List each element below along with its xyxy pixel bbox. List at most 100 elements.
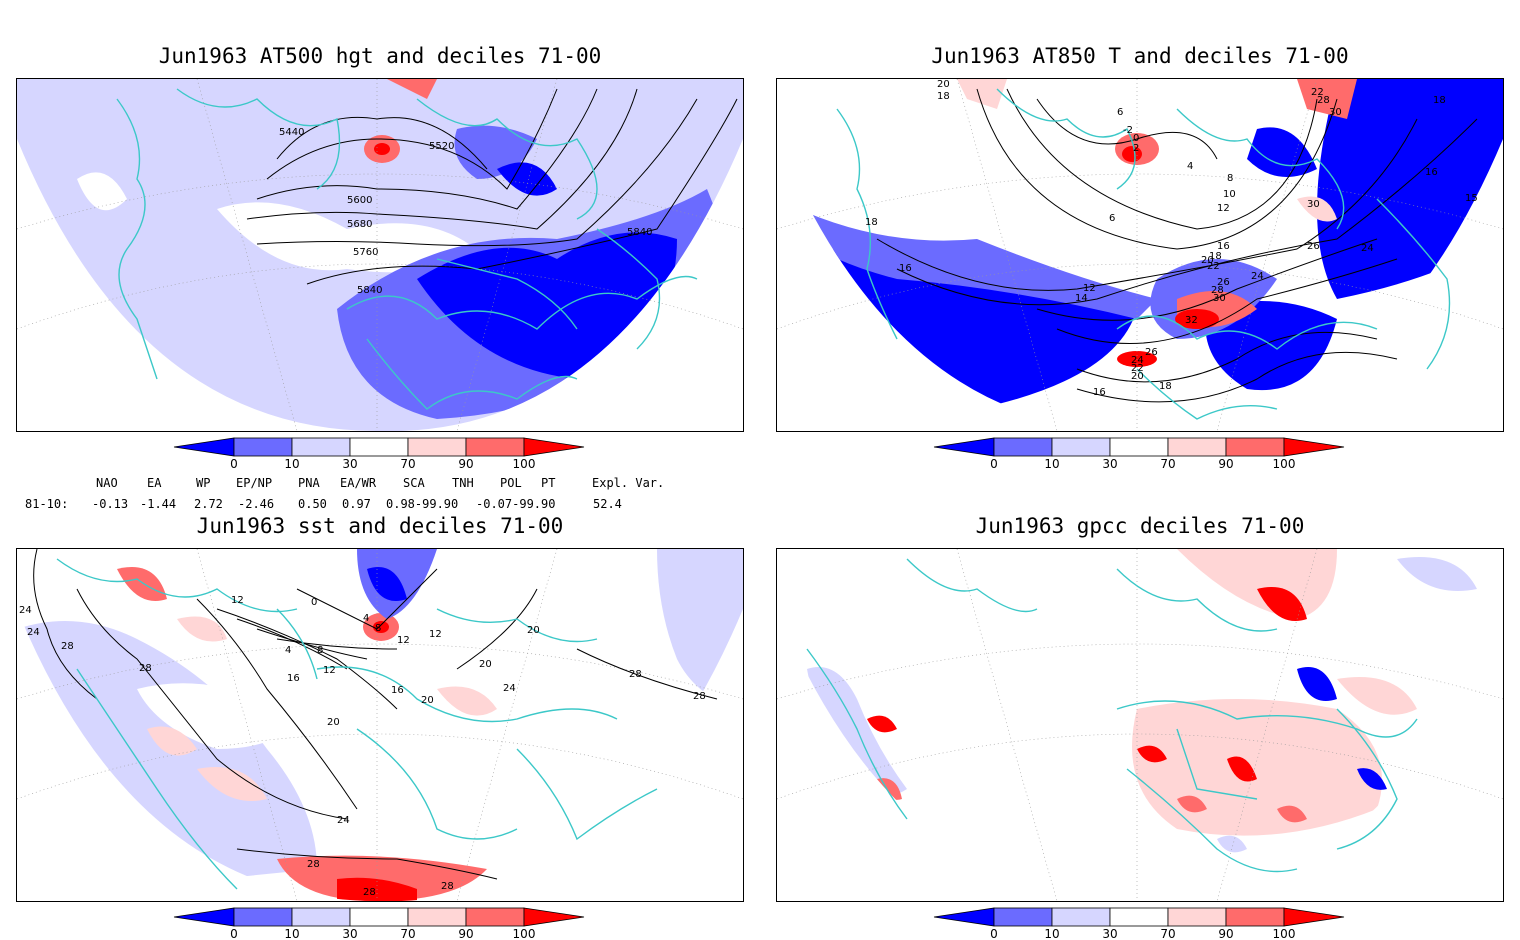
contour-label: 16 (1093, 387, 1106, 398)
colorbar-tick: 90 (1218, 927, 1233, 940)
colorbar-tick: 10 (1044, 927, 1059, 940)
tele-value-pol: -0.07-99.90 (476, 497, 556, 511)
tele-value-sca: 0.98-99.90 (386, 497, 459, 511)
contour-label: 16 (1217, 241, 1230, 252)
colorbar-tick: 70 (1160, 927, 1175, 940)
tele-header-eawr: EA/WR (340, 476, 377, 490)
colorbar-tick: 100 (513, 927, 536, 940)
map-panel-hgt: 5440 5520 5600 5680 5760 5840 5840 (16, 78, 744, 432)
colorbar-tick: 100 (513, 457, 536, 470)
tele-header-epnp: EP/NP (236, 476, 273, 490)
map-hgt: 5440 5520 5600 5680 5760 5840 5840 (17, 79, 743, 431)
contour-label: 24 (1251, 271, 1264, 282)
contour-label: -2 (1123, 125, 1133, 136)
contour-label: 12 (429, 629, 442, 640)
colorbar-gpcc: 0 10 30 70 90 100 (933, 907, 1345, 940)
map-panel-t850: 20 18 6 -2 0 2 4 8 10 12 16 18 20 22 24 … (776, 78, 1504, 432)
tele-value-ea: -1.44 (140, 497, 177, 511)
contour-label: 26 (1307, 241, 1320, 252)
colorbar-tick: 30 (1102, 457, 1117, 470)
contour-label: 5520 (429, 141, 454, 152)
contour-label: 30 (1213, 293, 1226, 304)
contour-label: 24 (19, 605, 32, 616)
tele-value-eawr: 0.97 (342, 497, 371, 511)
contour-label: 28 (629, 669, 642, 680)
contour-label: 28 (1211, 285, 1224, 296)
tele-value-nao: -0.13 (92, 497, 129, 511)
contour-label: 28 (363, 887, 376, 898)
contour-label: 20 (937, 79, 950, 90)
contour-label: 18 (1159, 381, 1172, 392)
contour-label: 24 (1361, 243, 1374, 254)
panel-title-sst: Jun1963 sst and deciles 71-00 (196, 514, 564, 538)
contour-label: 14 (1075, 293, 1088, 304)
contour-label: 28 (1317, 95, 1330, 106)
tele-header-nao: NAO (96, 476, 118, 490)
contour-label: 26 (1217, 277, 1230, 288)
contour-label: 18 (937, 91, 950, 102)
contour-label: 4 (1187, 161, 1193, 172)
tele-row-label: 81-10: (25, 497, 69, 511)
contour-label: 10 (1223, 189, 1236, 200)
contour-label: 5600 (347, 195, 372, 206)
tele-value-wp: 2.72 (194, 497, 223, 511)
contour-label: 8 (317, 645, 323, 656)
contour-label: 12 (1083, 283, 1096, 294)
panel-title-gpcc: Jun1963 gpcc deciles 71-00 (975, 514, 1305, 538)
panel-title-t850: Jun1963 AT850 T and deciles 71-00 (931, 44, 1349, 68)
contour-label: 12 (231, 595, 244, 606)
tele-header-pol: POL (500, 476, 522, 490)
colorbar-tick: 0 (990, 457, 998, 470)
colorbar-tick: 0 (230, 927, 238, 940)
colorbar-tick: 70 (400, 927, 415, 940)
contour-label: 5840 (357, 285, 382, 296)
contour-label: 20 (421, 695, 434, 706)
colorbar-tick: 70 (1160, 457, 1175, 470)
contour-label: 6 (1109, 213, 1115, 224)
contour-label: 24 (1131, 355, 1144, 366)
colorbar-tick: 30 (342, 457, 357, 470)
contour-label: 5760 (353, 247, 378, 258)
contour-label: 22 (1207, 261, 1220, 272)
colorbar-tick: 30 (342, 927, 357, 940)
colorbar-tick: 0 (990, 927, 998, 940)
contour-label: 24 (503, 683, 516, 694)
contour-label: 0 (311, 597, 317, 608)
contour-label: 16 (287, 673, 300, 684)
colorbar-tick: 30 (1102, 927, 1117, 940)
colorbar-tick: 0 (230, 457, 238, 470)
contour-label: 24 (337, 815, 350, 826)
contour-label: 8 (375, 623, 381, 634)
tele-header-pt: PT (541, 476, 556, 490)
contour-label: 32 (1185, 315, 1198, 326)
contour-label: 20 (1201, 255, 1214, 266)
contour-label: 20 (1131, 371, 1144, 382)
contour-label: 20 (327, 717, 340, 728)
tele-header-tnh: TNH (452, 476, 474, 490)
tele-value-explvar: 52.4 (593, 497, 622, 511)
contour-label: 28 (693, 691, 706, 702)
contour-label: 22 (1311, 87, 1324, 98)
tele-header-sca: SCA (403, 476, 425, 490)
contour-label: 20 (527, 625, 540, 636)
colorbar-t850: 0 10 30 70 90 100 (933, 437, 1345, 470)
tele-header-pna: PNA (298, 476, 320, 490)
map-panel-gpcc (776, 548, 1504, 902)
contour-label: 18 (1433, 95, 1446, 106)
colorbar-tick: 10 (1044, 457, 1059, 470)
tele-header-wp: WP (196, 476, 211, 490)
map-panel-sst: 24 24 28 28 12 0 4 8 12 16 20 12 16 24 2… (16, 548, 744, 902)
colorbar-tick: 90 (1218, 457, 1233, 470)
tele-value-epnp: -2.46 (238, 497, 275, 511)
contour-label: 12 (1217, 203, 1230, 214)
colorbar-tick: 100 (1273, 457, 1296, 470)
tele-value-pna: 0.50 (298, 497, 327, 511)
colorbar-tick: 100 (1273, 927, 1296, 940)
contour-label: 30 (1307, 199, 1320, 210)
panel-title-hgt: Jun1963 AT500 hgt and deciles 71-00 (158, 44, 602, 68)
contour-label: 5440 (279, 127, 304, 138)
contour-label: 4 (285, 645, 291, 656)
contour-label: 18 (865, 217, 878, 228)
colorbar-tick: 90 (458, 927, 473, 940)
map-gpcc (777, 549, 1503, 901)
